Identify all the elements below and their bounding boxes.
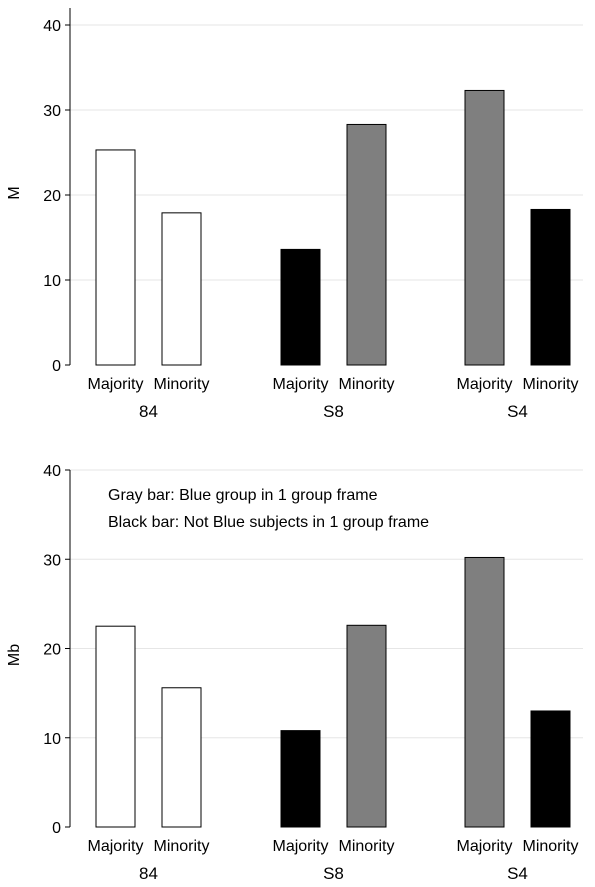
category-label: Minority — [153, 376, 209, 393]
chart-panel-2: 0 10 20 30 40 Mb Majority Minority 84 Majority Min… — [6, 463, 583, 883]
y-tick-label: 40 — [43, 18, 61, 35]
bar-S4-minority — [530, 208, 571, 366]
bar-S4-majority — [464, 89, 505, 366]
bar-S8-majority — [280, 248, 321, 366]
category-label: Majority — [87, 376, 143, 393]
bar-84-minority — [161, 212, 202, 366]
group-label: S8 — [323, 864, 344, 883]
category-label: Majority — [87, 838, 143, 855]
y-tick-label: 0 — [52, 358, 61, 375]
bar-S4-majority — [464, 556, 505, 828]
bar-S8-minority — [346, 624, 387, 828]
bar-84-majority — [95, 149, 136, 366]
category-label: Majority — [456, 376, 512, 393]
annotation-text: Black bar: Not Blue subjects in 1 group … — [108, 514, 429, 531]
category-label: Minority — [522, 838, 578, 855]
category-label: Minority — [522, 376, 578, 393]
y-tick-label: 0 — [52, 820, 61, 837]
bar-84-majority — [95, 625, 136, 828]
group-label: S4 — [507, 864, 528, 883]
y-axis-label: M — [6, 186, 23, 199]
bar-84-minority — [161, 687, 202, 828]
y-tick-label: 30 — [43, 103, 61, 120]
chart-panel-1: 0 10 20 30 40 M Majority Minority 84 Majority Mino… — [6, 8, 583, 421]
group-label: 84 — [139, 864, 158, 883]
group-label: S8 — [323, 402, 344, 421]
y-tick-label: 10 — [43, 731, 61, 748]
y-tick-label: 10 — [43, 273, 61, 290]
y-axis-label: Mb — [6, 644, 23, 666]
category-label: Majority — [456, 838, 512, 855]
category-label: Majority — [272, 376, 328, 393]
category-label: Minority — [153, 838, 209, 855]
bar-S4-minority — [530, 710, 571, 828]
y-tick-label: 20 — [43, 188, 61, 205]
group-label: S4 — [507, 402, 528, 421]
category-label: Majority — [272, 838, 328, 855]
y-tick-label: 20 — [43, 642, 61, 659]
bar-S8-minority — [346, 123, 387, 366]
annotation-text: Gray bar: Blue group in 1 group frame — [108, 487, 378, 504]
category-label: Minority — [338, 838, 394, 855]
group-label: 84 — [139, 402, 158, 421]
y-tick-label: 30 — [43, 552, 61, 569]
category-label: Minority — [338, 376, 394, 393]
bar-S8-majority — [280, 730, 321, 828]
y-tick-label: 40 — [43, 463, 61, 480]
